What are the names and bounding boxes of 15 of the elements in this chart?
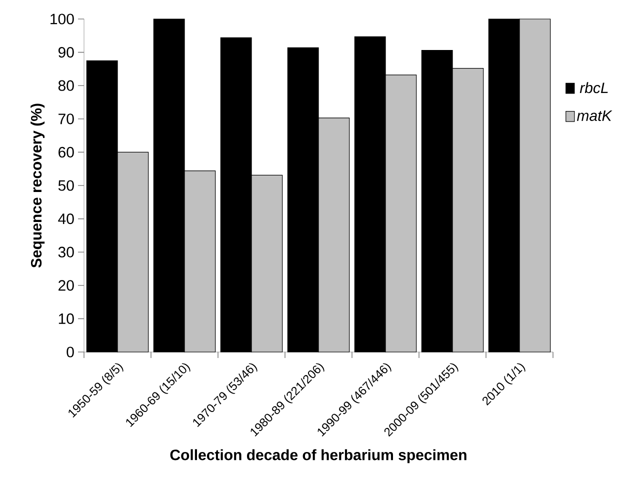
y-tick-label: 90	[58, 46, 74, 58]
legend-label: rbcL	[580, 82, 608, 94]
y-axis-title: Sequence recovery (%)	[30, 104, 45, 268]
legend-label: matK	[576, 110, 612, 121]
y-tick-label: 70	[58, 114, 74, 124]
y-tick-label: 60	[58, 146, 74, 158]
y-tick-label: 20	[58, 280, 74, 291]
y-tick-label: 40	[58, 213, 74, 224]
y-tick-label: 10	[58, 313, 74, 324]
y-tick-label: 80	[58, 80, 74, 91]
x-axis-title: Collection decade of herbarium specimen	[170, 449, 466, 464]
y-tick-label: 30	[58, 246, 74, 258]
y-tick-label: 0	[66, 346, 74, 358]
y-tick-label: 100	[50, 14, 74, 24]
y-tick-label: 50	[58, 180, 74, 191]
